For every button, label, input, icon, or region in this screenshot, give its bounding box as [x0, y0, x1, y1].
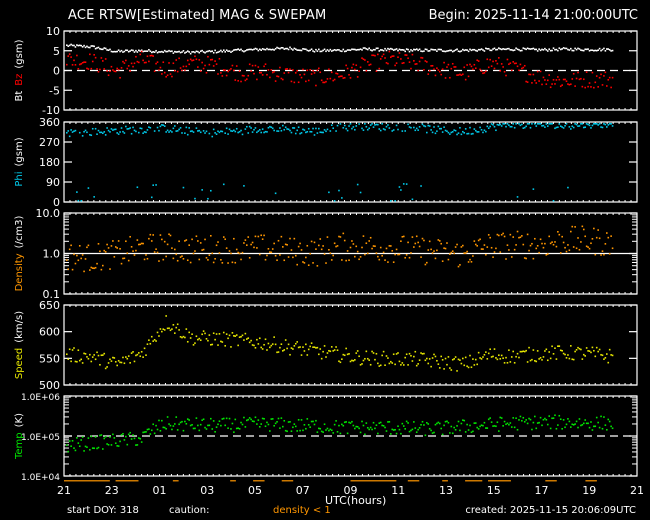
y-tick-label: 650: [39, 299, 60, 312]
created-time: created: 2025-11-15 20:06:09UTC: [465, 505, 636, 516]
y-axis-label: Speed(km/s): [14, 311, 25, 379]
y-tick-label: 1.0E+06: [21, 393, 60, 403]
x-tick-label: 13: [439, 484, 453, 497]
y-tick-label: 550: [39, 352, 60, 365]
x-tick-label: 19: [582, 484, 596, 497]
y-tick-label: -10: [42, 104, 60, 117]
y-axis-label: Phi(gsm): [14, 137, 25, 186]
y-tick-label: 1.0E+05: [21, 433, 60, 443]
panel-phi: 360 270 180 90 0 Phi(gsm): [14, 116, 638, 209]
y-tick-label: 0: [53, 196, 60, 209]
y-tick-label: 1.0: [43, 248, 61, 261]
y-tick-label: -5: [49, 84, 60, 97]
x-tick-label: 21: [630, 484, 644, 497]
x-tick-label: 21: [57, 484, 71, 497]
chart-title: ACE RTSW[Estimated] MAG & SWEPAM: [68, 8, 327, 23]
x-tick-label: 11: [391, 484, 405, 497]
y-axis-label: BtBz(gsm): [14, 39, 25, 101]
y-tick-label: 180: [39, 156, 60, 169]
x-tick-label: 23: [105, 484, 119, 497]
y-axis-label: Temp(K): [14, 413, 25, 460]
begin-time: Begin: 2025-11-14 21:00:00UTC: [428, 8, 638, 23]
y-tick-label: 1.0E+04: [21, 473, 60, 483]
y-tick-label: 360: [39, 116, 60, 129]
start-doy: start DOY: 318: [67, 505, 139, 516]
x-tick-label: 15: [487, 484, 501, 497]
x-tick-label: 09: [344, 484, 358, 497]
y-tick-label: 600: [39, 326, 60, 339]
x-tick-label: 01: [153, 484, 167, 497]
panel-speed: 650 600 550 500 Speed(km/s): [14, 299, 638, 392]
y-tick-label: 10: [46, 25, 60, 38]
caution-density: density < 1: [273, 505, 331, 516]
y-tick-label: 10.0: [36, 207, 61, 220]
x-tick-label: 05: [248, 484, 262, 497]
x-tick-label: 17: [535, 484, 549, 497]
x-tick-label: 03: [200, 484, 214, 497]
y-tick-label: 0.1: [43, 288, 61, 301]
panel-temp: 1.0E+06 1.0E+05 1.0E+04 Temp(K): [14, 393, 638, 483]
y-tick-label: 500: [39, 379, 60, 392]
y-tick-label: 270: [39, 136, 60, 149]
x-tick-label: 07: [296, 484, 310, 497]
y-tick-label: 0: [53, 65, 60, 78]
x-axis-label: UTC(hours): [325, 494, 387, 507]
y-tick-label: 5: [53, 45, 60, 58]
y-axis-label: Density(/cm3): [14, 216, 25, 292]
panel-bt: 10 5 0 -5 -10 BtBz(gsm): [14, 25, 638, 117]
panel-density: 10.0 1.0 0.1 Density(/cm3): [14, 207, 638, 301]
caution-label: caution:: [169, 505, 210, 516]
y-tick-label: 90: [46, 176, 60, 189]
